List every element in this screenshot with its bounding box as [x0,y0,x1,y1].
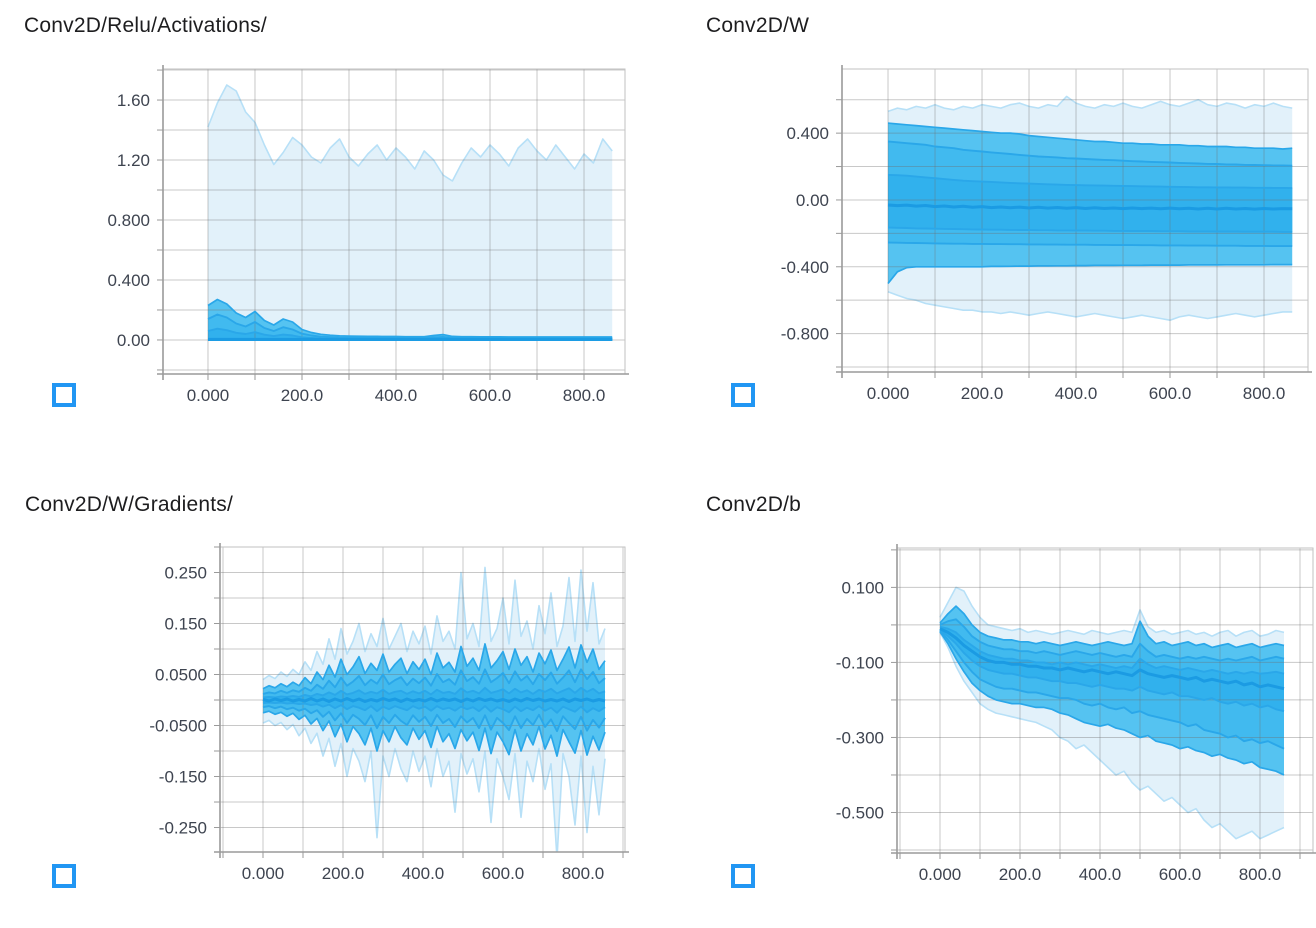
chart-card-gradients: 0.000 200.0 400.0 600.0 800.0 0.250 0.150 0.050… [0,464,658,928]
svg-text:600.0: 600.0 [482,864,525,883]
expand-icon-corner [742,383,755,396]
svg-text:600.0: 600.0 [1159,865,1202,884]
svg-text:800.0: 800.0 [1239,865,1282,884]
svg-text:1.60: 1.60 [117,91,150,110]
expand-icon-corner [52,394,65,407]
svg-text:-0.800: -0.800 [781,325,829,344]
svg-text:0.800: 0.800 [107,211,150,230]
svg-text:200.0: 200.0 [999,865,1042,884]
expand-icon-corner [731,383,744,396]
svg-text:800.0: 800.0 [1243,384,1286,403]
distribution-chart-biases[interactable]: 0.000 200.0 400.0 600.0 800.0 0.100 -0.100 -0.3… [658,464,1316,928]
expand-icon-corner [63,875,76,888]
svg-text:0.00: 0.00 [796,191,829,210]
svg-text:-0.250: -0.250 [159,819,207,838]
chart-title: Conv2D/W/Gradients/ [25,493,234,516]
chart-card-weights: 0.000 200.0 400.0 600.0 800.0 0.400 0.00 -0.400… [658,0,1316,464]
svg-text:0.400: 0.400 [107,271,150,290]
chart-title: Conv2D/Relu/Activations/ [24,14,267,37]
expand-icon[interactable] [52,383,76,407]
svg-text:0.000: 0.000 [242,864,285,883]
svg-text:0.000: 0.000 [867,384,910,403]
svg-text:800.0: 800.0 [562,864,605,883]
svg-text:-0.400: -0.400 [781,258,829,277]
svg-text:-0.0500: -0.0500 [149,717,207,736]
svg-text:200.0: 200.0 [281,386,324,405]
expand-icon[interactable] [52,864,76,888]
expand-icon[interactable] [731,864,755,888]
expand-icon-corner [63,394,76,407]
svg-text:200.0: 200.0 [961,384,1004,403]
chart-title: Conv2D/b [706,493,801,516]
distribution-chart-activations[interactable]: 0.000 200.0 400.0 600.0 800.0 0.00 0.400 0.800 1… [0,0,658,464]
svg-text:400.0: 400.0 [375,386,418,405]
svg-text:0.0500: 0.0500 [155,666,207,685]
chart-card-biases: 0.000 200.0 400.0 600.0 800.0 0.100 -0.100 -0.3… [658,464,1316,928]
svg-text:-0.100: -0.100 [836,653,884,672]
svg-text:0.000: 0.000 [919,865,962,884]
svg-text:0.100: 0.100 [841,578,884,597]
svg-text:600.0: 600.0 [1149,384,1192,403]
expand-icon[interactable] [731,383,755,407]
expand-icon-corner [52,383,65,396]
chart-card-activations: 0.000 200.0 400.0 600.0 800.0 0.00 0.400 0.800 1… [0,0,658,464]
expand-icon-corner [731,864,744,877]
svg-text:400.0: 400.0 [1079,865,1122,884]
distribution-chart-weights[interactable]: 0.000 200.0 400.0 600.0 800.0 0.400 0.00 -0.400… [658,0,1316,464]
svg-text:0.400: 0.400 [786,124,829,143]
svg-text:600.0: 600.0 [469,386,512,405]
expand-icon-corner [52,875,65,888]
svg-text:-0.150: -0.150 [159,768,207,787]
svg-text:200.0: 200.0 [322,864,365,883]
expand-icon-corner [731,875,744,888]
distribution-chart-gradients[interactable]: 0.000 200.0 400.0 600.0 800.0 0.250 0.150 0.050… [0,464,658,928]
svg-text:400.0: 400.0 [1055,384,1098,403]
svg-text:800.0: 800.0 [563,386,606,405]
svg-text:-0.300: -0.300 [836,728,884,747]
expand-icon-corner [742,394,755,407]
svg-text:0.00: 0.00 [117,331,150,350]
svg-text:0.150: 0.150 [164,615,207,634]
svg-text:400.0: 400.0 [402,864,445,883]
svg-text:0.250: 0.250 [164,564,207,583]
expand-icon-corner [731,394,744,407]
svg-text:1.20: 1.20 [117,151,150,170]
expand-icon-corner [63,864,76,877]
svg-text:0.000: 0.000 [187,386,230,405]
expand-icon-corner [63,383,76,396]
expand-icon-corner [52,864,65,877]
svg-text:-0.500: -0.500 [836,803,884,822]
expand-icon-corner [742,864,755,877]
expand-icon-corner [742,875,755,888]
chart-title: Conv2D/W [706,14,810,37]
